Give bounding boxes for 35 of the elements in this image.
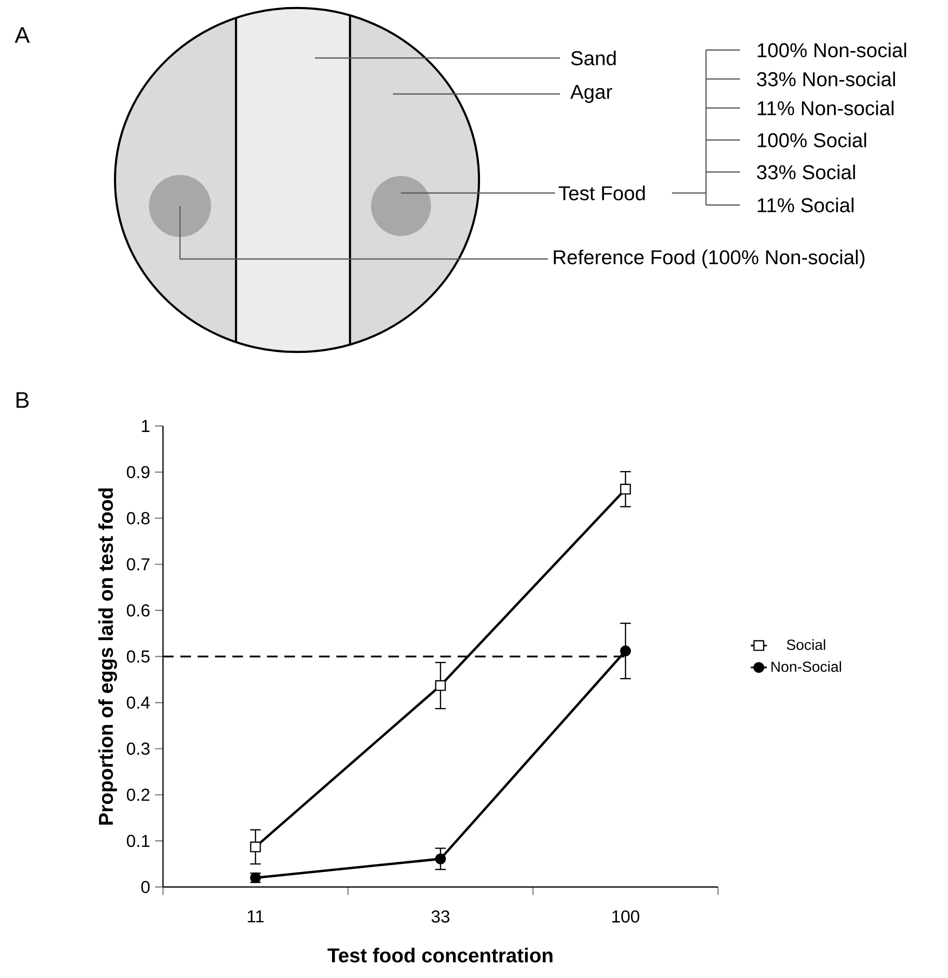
y-tick-label: 0.2: [126, 788, 150, 801]
text: Reference Food (100% Non-social): [554, 250, 864, 268]
x-tick-label: 100: [612, 910, 640, 923]
legend-label: Social: [786, 639, 826, 650]
text: 100% Social: [758, 132, 866, 148]
point: [435, 853, 446, 864]
text: Test Food: [558, 186, 645, 200]
text: 11% Social: [758, 198, 854, 212]
point: [435, 680, 446, 691]
y-tick-label: 0.6: [126, 604, 150, 617]
text: 33% Non-social: [757, 72, 895, 86]
x-axis-title: Test food concentration: [328, 948, 552, 962]
y-tick-label: 0.4: [126, 696, 150, 709]
text: 33% Social: [757, 164, 855, 180]
y-axis-title: Proportion of eggs laid on test food: [98, 488, 118, 825]
y-tick-label: 0.1: [126, 834, 150, 848]
text: 11% Non-social: [758, 100, 894, 116]
y-tick-label: 0.3: [126, 742, 150, 755]
y-tick-label: 0.8: [126, 512, 150, 524]
point: [250, 841, 261, 852]
text: Sand: [571, 50, 616, 66]
y-tick-label: 0.9: [126, 466, 150, 478]
x-tick-label: 33: [432, 910, 450, 923]
text: Agar: [570, 85, 612, 103]
point: [620, 484, 631, 495]
legend-label: Non-Social: [771, 661, 842, 672]
y-tick-label: 0.7: [126, 558, 150, 570]
x-tick-label: 11: [248, 910, 264, 922]
y-tick-label: 1: [142, 420, 150, 432]
y-tick-label: 0.5: [126, 650, 150, 663]
text: A: [14, 27, 30, 43]
text: 100% Non-social: [758, 42, 906, 58]
y-tick-label: 0: [141, 880, 150, 894]
chart-title: B: [16, 392, 29, 408]
point: [620, 646, 631, 656]
